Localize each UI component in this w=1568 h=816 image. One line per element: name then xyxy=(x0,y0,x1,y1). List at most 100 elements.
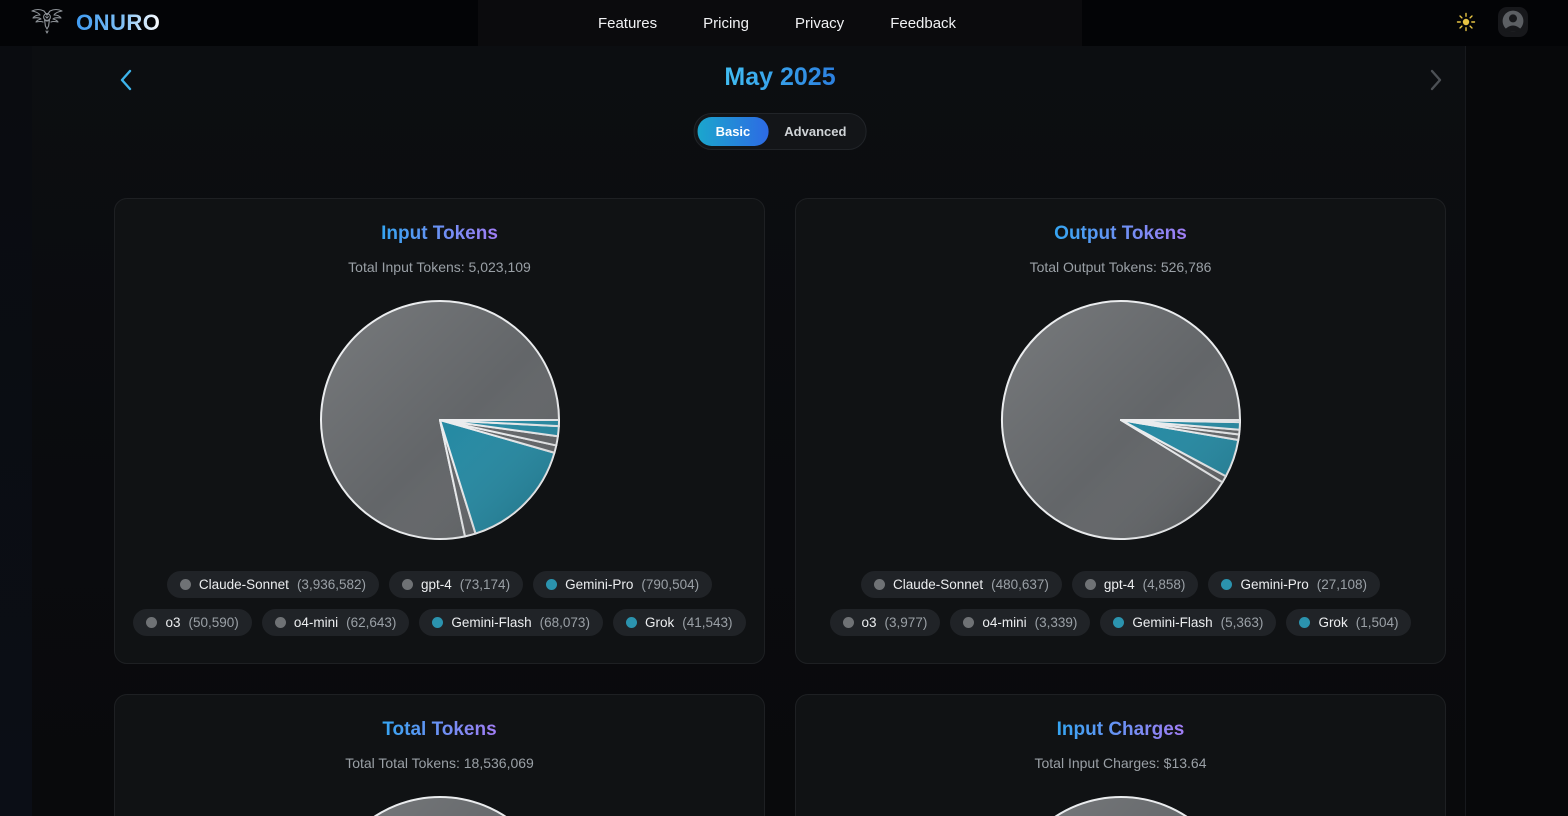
theme-toggle-button[interactable] xyxy=(1452,9,1480,37)
card-title: Input Charges xyxy=(1056,719,1185,740)
legend-value: (27,108) xyxy=(1316,577,1367,592)
legend-label: Gemini-Pro xyxy=(565,577,634,592)
account-avatar-button[interactable] xyxy=(1498,7,1528,37)
legend-value: (3,936,582) xyxy=(296,577,366,592)
legend-value: (5,363) xyxy=(1220,615,1264,630)
pie-chart-container xyxy=(796,793,1445,816)
legend-value: (73,174) xyxy=(459,577,511,592)
card-total-text: Total Output Tokens: 526,786 xyxy=(1029,259,1212,275)
legend-dot-icon xyxy=(625,617,637,628)
legend-value: (68,073) xyxy=(539,615,590,630)
legend-dot-icon xyxy=(1299,617,1311,628)
legend-dot-icon xyxy=(546,579,558,590)
legend-label: o4-mini xyxy=(982,615,1027,630)
next-month-button[interactable] xyxy=(1422,66,1450,96)
legend-chip-claude-sonnet[interactable]: Claude-Sonnet (480,637) xyxy=(861,571,1062,598)
legend-label: o4-mini xyxy=(293,615,339,630)
legend-value: (790,504) xyxy=(641,577,700,592)
user-icon xyxy=(1500,8,1526,37)
page-title-month: May 2025 xyxy=(724,63,836,91)
brand-logo[interactable]: ONURO xyxy=(30,6,160,40)
legend-label: Gemini-Pro xyxy=(1240,577,1309,592)
legend-chip-gpt-4[interactable]: gpt-4 (73,174) xyxy=(389,571,524,598)
legend-dot-icon xyxy=(274,617,286,628)
legend-chip-claude-sonnet[interactable]: Claude-Sonnet (3,936,582) xyxy=(166,571,379,598)
legend-chip-gemini-pro[interactable]: Gemini-Pro (790,504) xyxy=(533,571,713,598)
card-title: Input Tokens xyxy=(381,223,498,244)
left-edge-band xyxy=(0,46,32,816)
legend-label: Gemini-Flash xyxy=(1132,615,1213,630)
basic-advanced-toggle: Basic Advanced xyxy=(693,113,867,150)
legend-label: gpt-4 xyxy=(421,577,452,592)
legend-value: (1,504) xyxy=(1355,615,1399,630)
legend-value: (4,858) xyxy=(1142,577,1186,592)
pie-chart-input-tokens xyxy=(319,300,560,540)
nav-link-pricing[interactable]: Pricing xyxy=(703,14,749,32)
legend-chip-gemini-flash[interactable]: Gemini-Flash (5,363) xyxy=(1100,609,1277,636)
chart-legend: Claude-Sonnet (480,637) gpt-4 (4,858) Gemini… xyxy=(807,571,1435,636)
legend-value: (41,543) xyxy=(682,615,733,630)
legend-chip-o4-mini[interactable]: o4-mini (62,643) xyxy=(261,609,410,636)
legend-dot-icon xyxy=(1221,579,1233,590)
legend-dot-icon xyxy=(1084,579,1096,590)
legend-value: (50,590) xyxy=(188,615,239,630)
legend-value: (480,637) xyxy=(991,577,1049,592)
legend-dot-icon xyxy=(1113,617,1125,628)
chevron-right-icon xyxy=(1429,69,1443,94)
card-total-text: Total Input Charges: $13.64 xyxy=(1034,755,1207,771)
legend-dot-icon xyxy=(146,617,158,628)
legend-label: Grok xyxy=(644,615,675,630)
card-title: Output Tokens xyxy=(1054,223,1187,244)
nav-link-feedback[interactable]: Feedback xyxy=(890,14,957,32)
legend-chip-grok[interactable]: Grok (41,543) xyxy=(612,609,746,636)
pie-circle xyxy=(373,796,506,816)
toggle-option-advanced[interactable]: Advanced xyxy=(784,124,847,139)
top-navbar: ONURO Features Pricing Privacy Feedback xyxy=(0,0,1568,46)
pie-chart-input-charges xyxy=(1054,796,1187,816)
legend-value: (3,977) xyxy=(884,615,928,630)
main-nav: Features Pricing Privacy Feedback xyxy=(598,0,956,46)
pie-circle xyxy=(1054,796,1187,816)
legend-chip-gpt-4[interactable]: gpt-4 (4,858) xyxy=(1071,571,1199,598)
legend-chip-grok[interactable]: Grok (1,504) xyxy=(1286,609,1412,636)
legend-chip-o4-mini[interactable]: o4-mini (3,339) xyxy=(950,609,1091,636)
navbar-center-strip xyxy=(478,0,1082,46)
legend-chip-o3[interactable]: o3 (50,590) xyxy=(133,609,252,636)
legend-label: o3 xyxy=(861,615,877,630)
legend-chip-gemini-flash[interactable]: Gemini-Flash (68,073) xyxy=(419,609,603,636)
legend-value: (62,643) xyxy=(346,615,397,630)
card-input-charges: Input Charges Total Input Charges: $13.6… xyxy=(795,694,1446,816)
legend-chip-o3[interactable]: o3 (3,977) xyxy=(829,609,941,636)
card-title: Total Tokens xyxy=(382,719,497,740)
legend-dot-icon xyxy=(842,617,854,628)
legend-label: Claude-Sonnet xyxy=(893,577,984,592)
card-output-tokens: Output Tokens Total Output Tokens: 526,7… xyxy=(795,198,1446,664)
pie-chart-container xyxy=(796,297,1445,543)
legend-label: Grok xyxy=(1318,615,1348,630)
chevron-left-icon xyxy=(119,69,133,94)
sun-icon xyxy=(1456,12,1476,35)
toggle-option-basic[interactable]: Basic xyxy=(697,117,769,146)
card-input-tokens: Input Tokens Total Input Tokens: 5,023,1… xyxy=(114,198,765,664)
chart-legend: Claude-Sonnet (3,936,582) gpt-4 (73,174) Gem… xyxy=(126,571,754,636)
nav-link-features[interactable]: Features xyxy=(597,14,658,32)
previous-month-button[interactable] xyxy=(112,66,140,96)
card-total-text: Total Input Tokens: 5,023,109 xyxy=(348,259,531,275)
legend-dot-icon xyxy=(963,617,975,628)
card-total-text: Total Total Tokens: 18,536,069 xyxy=(345,755,534,771)
legend-dot-icon xyxy=(432,617,444,628)
pie-chart-container xyxy=(115,793,764,816)
legend-dot-icon xyxy=(874,579,885,590)
pie-chart-output-tokens xyxy=(1000,300,1241,540)
legend-label: Claude-Sonnet xyxy=(198,577,289,592)
logo-owl-icon xyxy=(30,6,64,41)
legend-dot-icon xyxy=(402,579,413,590)
card-total-tokens: Total Tokens Total Total Tokens: 18,536,… xyxy=(114,694,765,816)
legend-value: (3,339) xyxy=(1034,615,1078,630)
legend-dot-icon xyxy=(179,579,191,590)
legend-label: Gemini-Flash xyxy=(451,615,532,630)
legend-chip-gemini-pro[interactable]: Gemini-Pro (27,108) xyxy=(1208,571,1380,598)
brand-name: ONURO xyxy=(76,10,161,35)
pie-chart-container xyxy=(115,297,764,543)
nav-link-privacy[interactable]: Privacy xyxy=(795,14,845,32)
